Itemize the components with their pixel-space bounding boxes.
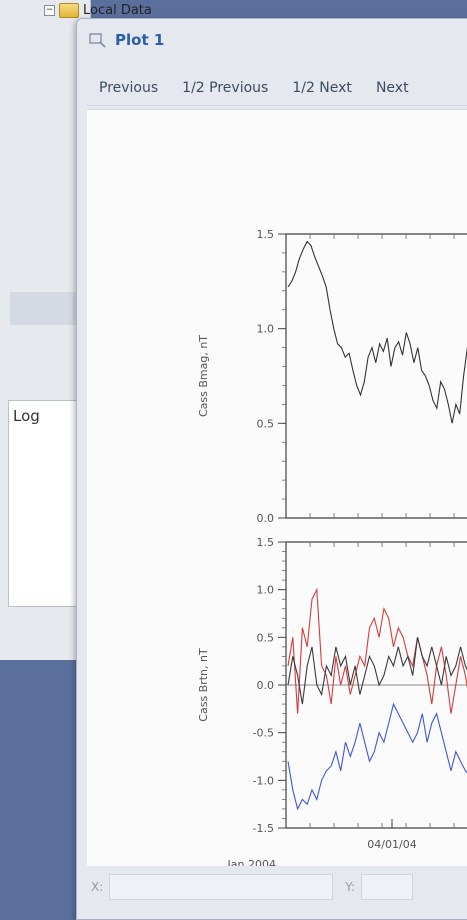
y-tick-label: 0.0 (257, 512, 275, 525)
x-axis-caption: Jan 2004 (227, 858, 276, 866)
plot-nav-toolbar: Previous 1/2 Previous 1/2 Next Next (87, 71, 467, 106)
half-next-button[interactable]: 1/2 Next (292, 80, 352, 96)
half-previous-button[interactable]: 1/2 Previous (182, 80, 269, 96)
magnifier-icon (89, 33, 106, 48)
bmag-panel: 1.5 1.0 0.5 0.0 Cass Bmag, nT (197, 228, 467, 525)
tree-item-label: Local Data (83, 2, 152, 18)
log-title: Log (13, 407, 40, 425)
y-coord-field (361, 874, 414, 900)
folder-icon (59, 2, 79, 18)
y-tick-label: 0.5 (257, 417, 275, 430)
plot-window: Plot 1 Previous 1/2 Previous 1/2 Next Ne… (76, 18, 467, 920)
y-tick-label: 1.5 (257, 228, 275, 241)
y-tick-label: 1.5 (257, 536, 275, 549)
next-button[interactable]: Next (375, 80, 409, 96)
tree-item-local-data[interactable]: − Local Data (44, 0, 244, 20)
plot-window-titlebar[interactable]: Plot 1 (77, 19, 467, 61)
brtn-panel: 1.5 1.0 0.5 0.0 -0.5 -1.0 -1.5 Cass Brtn, nT 04/… (197, 536, 467, 866)
x-tick-label: 04/01/04 (367, 838, 416, 851)
plot-statusbar: X: Y: (87, 869, 467, 905)
y-tick-label: -1.5 (253, 822, 274, 835)
plot-svg: 1.5 1.0 0.5 0.0 Cass Bmag, nT 1.5 1.0 0.5 0.0 -0… (197, 228, 467, 866)
series-line-0 (287, 587, 467, 714)
x-coord-field (109, 874, 334, 900)
series-line-0 (287, 240, 467, 424)
x-coord-label: X: (91, 880, 104, 894)
plot-window-title: Plot 1 (115, 31, 165, 49)
y-tick-label: -0.5 (253, 727, 274, 740)
y-tick-label: 0.5 (257, 631, 275, 644)
y-tick-label: -1.0 (253, 774, 274, 787)
y-coord-label: Y: (345, 880, 356, 894)
previous-button[interactable]: Previous (99, 80, 159, 96)
y-tick-label: 0.0 (257, 679, 275, 692)
series-line-1 (287, 637, 467, 705)
y-axis-label: Cass Bmag, nT (197, 335, 210, 417)
collapse-icon[interactable]: − (44, 4, 55, 16)
series-line-2 (287, 702, 467, 811)
y-axis-label: Cass Brtn, nT (197, 648, 210, 722)
plot-canvas[interactable]: 1.5 1.0 0.5 0.0 Cass Bmag, nT 1.5 1.0 0.5 0.0 -0… (87, 109, 467, 866)
y-tick-label: 1.0 (257, 584, 275, 597)
y-tick-label: 1.0 (257, 323, 275, 336)
